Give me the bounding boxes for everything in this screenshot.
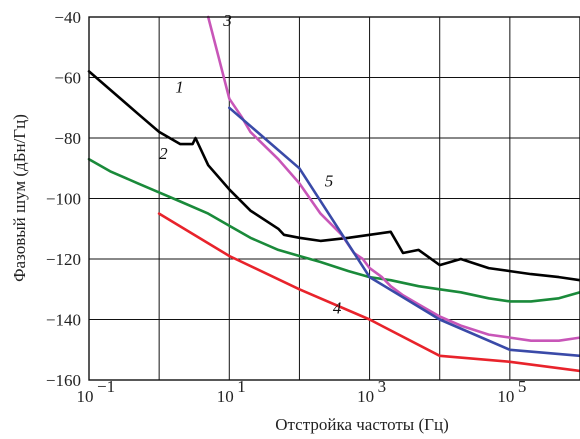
series-3-line [206,15,580,343]
series-3-label: 3 [222,11,232,30]
x-tick-exponent: 1 [237,377,246,396]
series-labels: 1 2 3 4 5 [159,11,342,317]
y-tick-label: −60 [54,69,81,88]
series-2-line [87,157,580,303]
y-tick-label: −140 [46,311,81,330]
x-tick-label: 10 [497,387,514,406]
y-tick-label: −120 [46,250,81,269]
x-tick-exponent: 3 [378,377,387,396]
y-tick-label: −160 [46,371,81,390]
y-axis-label: Фазовый шум (дБн/Гц) [10,114,29,282]
x-tick-exponent: −1 [97,377,115,396]
y-tick-labels: −40 −60 −80 −100 −120 −140 −160 [46,8,81,390]
x-tick-exponent: 5 [518,377,527,396]
series-2-label: 2 [159,144,168,163]
x-tick-label: 10 [77,387,94,406]
series-group [87,15,580,373]
y-tick-label: −80 [54,129,81,148]
plot-frame [88,16,580,381]
grid [88,16,580,381]
x-tick-label: 10 [217,387,234,406]
y-tick-label: −100 [46,190,81,209]
y-tick-label: −40 [54,8,81,27]
series-1-label: 1 [175,78,184,97]
series-4-line [157,212,580,373]
x-tick-label: 10 [357,387,374,406]
series-5-line [228,106,580,358]
series-4-label: 4 [333,298,342,317]
x-axis-label: Отстройка частоты (Гц) [275,415,448,434]
series-1-line [87,70,580,282]
series-5-label: 5 [325,171,334,190]
